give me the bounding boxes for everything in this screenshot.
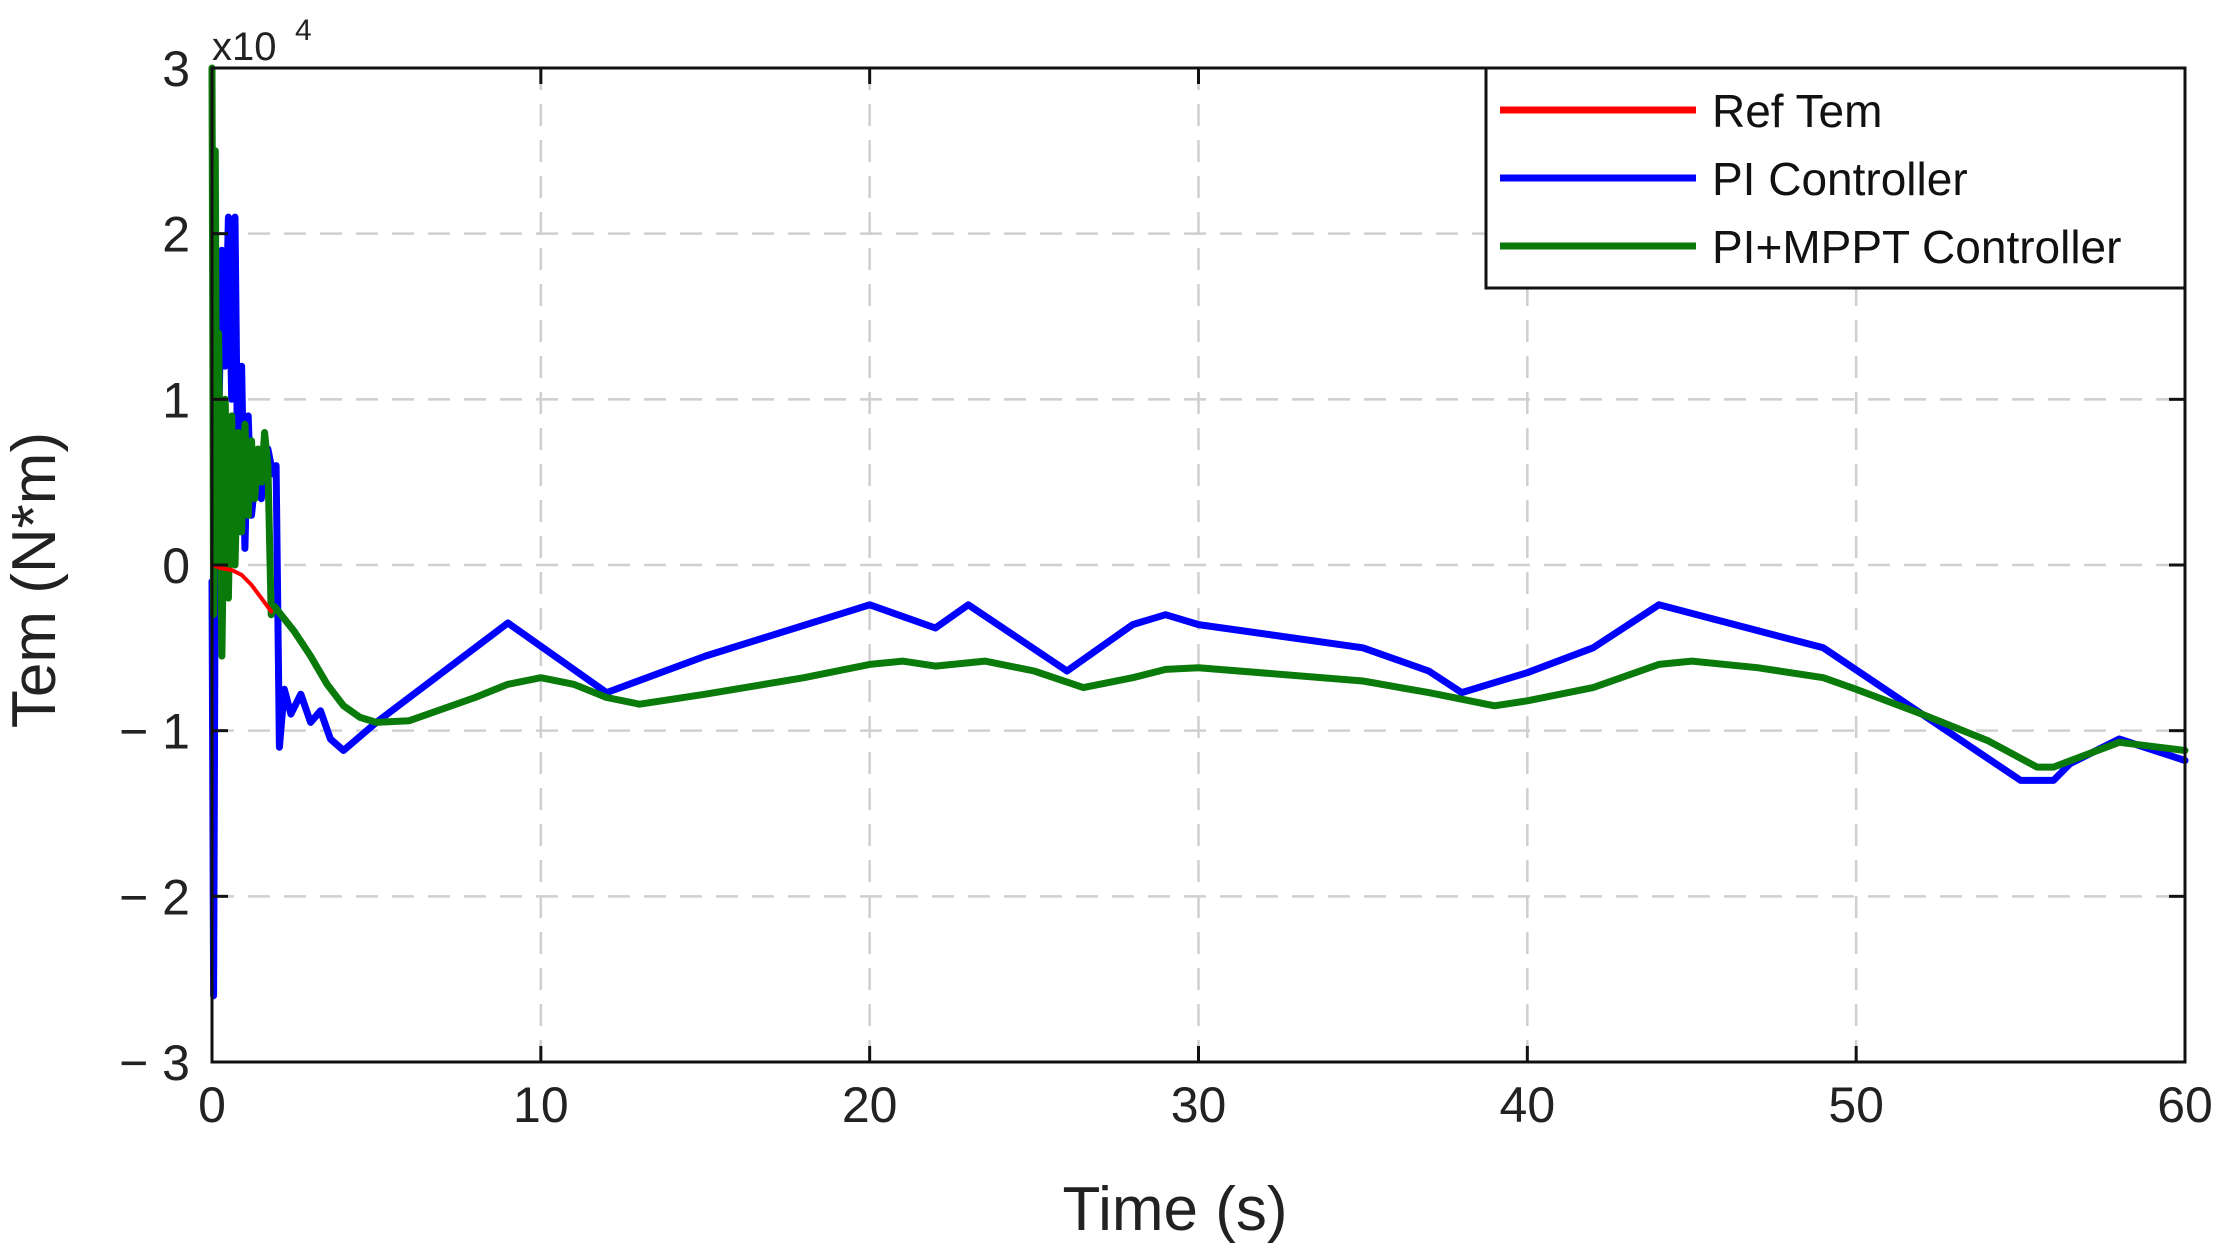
y-tick-label: − 1 <box>119 704 190 760</box>
x-tick-label: 60 <box>2157 1077 2213 1133</box>
axis-ticks <box>210 66 2187 1064</box>
legend-label-pi-controller: PI Controller <box>1712 153 1968 205</box>
y-tick-label: 1 <box>162 372 190 428</box>
series-line-ref-tem <box>210 563 274 614</box>
y-tick-label: − 3 <box>119 1035 190 1091</box>
x-tick-label: 20 <box>842 1077 898 1133</box>
x-tick-label: 0 <box>198 1077 226 1133</box>
series-line-pi-mppt-controller <box>208 64 2189 771</box>
x-tick-label: 30 <box>1171 1077 1227 1133</box>
y-tick-label: 0 <box>162 538 190 594</box>
y-axis-label: Tem (N*m) <box>0 432 69 728</box>
x-tick-label: 50 <box>1828 1077 1884 1133</box>
y-multiplier-base: x10 <box>212 25 277 69</box>
x-tick-label: 40 <box>1500 1077 1556 1133</box>
y-multiplier-exponent: 4 <box>295 14 312 47</box>
series-line-pi-controller <box>208 213 2189 1000</box>
y-tick-label: − 2 <box>119 869 190 925</box>
legend-label-ref-tem: Ref Tem <box>1712 85 1882 137</box>
legend-label-pi-mppt-controller: PI+MPPT Controller <box>1712 221 2121 273</box>
series-layer <box>208 64 2189 1000</box>
x-axis-label: Time (s) <box>1063 1175 1288 1244</box>
y-tick-label: 3 <box>162 41 190 97</box>
y-tick-label: 2 <box>162 207 190 263</box>
x-tick-label: 10 <box>513 1077 569 1133</box>
legend: Ref Tem PI Controller PI+MPPT Controller <box>1484 66 2187 290</box>
